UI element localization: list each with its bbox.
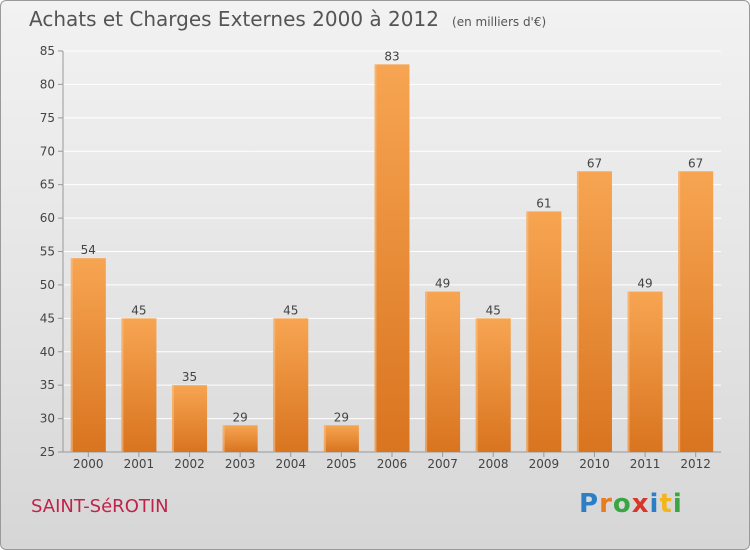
logo-letter: r (599, 489, 613, 519)
bar-highlight (678, 171, 681, 453)
y-tick-label: 30 (40, 412, 55, 426)
data-label: 45 (486, 303, 501, 317)
x-tick-label: 2008 (478, 457, 509, 471)
data-label: 29 (233, 410, 248, 424)
x-tick-label: 2001 (124, 457, 155, 471)
x-tick-label: 2007 (427, 457, 458, 471)
bar (425, 291, 461, 452)
data-label: 61 (536, 196, 551, 210)
x-tick-label: 2003 (225, 457, 256, 471)
bar-highlight (627, 291, 630, 452)
bar-highlight (374, 64, 377, 452)
bar-highlight (222, 425, 225, 452)
bar (475, 318, 511, 452)
logo-letter: t (659, 489, 673, 519)
bar (70, 258, 106, 452)
x-tick-label: 2000 (73, 457, 104, 471)
y-tick-label: 55 (40, 245, 55, 259)
bar (576, 171, 612, 453)
x-tick-label: 2006 (377, 457, 408, 471)
data-label: 45 (131, 303, 146, 317)
bar-highlight (70, 258, 73, 452)
data-label: 29 (334, 410, 349, 424)
labels: 25 30 35 40 45 50 55 60 65 70 75 80 85 54 2000 45 2001 35… (40, 44, 711, 471)
bar-highlight (425, 291, 428, 452)
x-tick-label: 2009 (529, 457, 560, 471)
place-name: SAINT-SéROTIN (31, 496, 169, 517)
bar (172, 385, 208, 452)
bar-highlight (172, 385, 175, 452)
y-tick-label: 85 (40, 44, 55, 58)
x-tick-label: 2011 (630, 457, 661, 471)
bar (323, 425, 359, 452)
logo-letter: o (612, 489, 632, 519)
data-label: 35 (182, 370, 197, 384)
bar (374, 64, 410, 452)
logo-letter: P (579, 489, 600, 519)
bars (70, 64, 714, 453)
y-tick-label: 80 (40, 77, 55, 91)
bar-highlight (576, 171, 579, 453)
bar (121, 318, 157, 452)
data-label: 67 (688, 156, 703, 170)
data-label: 83 (384, 49, 399, 63)
bar-highlight (121, 318, 124, 452)
bar (222, 425, 258, 452)
y-tick-label: 40 (40, 345, 55, 359)
bar-highlight (475, 318, 478, 452)
y-tick-label: 75 (40, 111, 55, 125)
x-tick-label: 2004 (275, 457, 306, 471)
data-label: 45 (283, 303, 298, 317)
logo-letter: i (672, 489, 683, 519)
bar-highlight (323, 425, 326, 452)
data-label: 49 (435, 277, 450, 291)
logo-letter: x (631, 489, 650, 519)
y-tick-label: 35 (40, 378, 55, 392)
chart-title: Achats et Charges Externes 2000 à 2012 (29, 7, 439, 31)
data-label: 54 (81, 243, 96, 257)
y-tick-label: 25 (40, 445, 55, 459)
chart-subtitle: (en milliers d'€) (452, 15, 547, 29)
y-tick-label: 60 (40, 211, 55, 225)
proxiti-logo: Proxiti (579, 489, 683, 519)
bar (627, 291, 663, 452)
bar-highlight (526, 211, 529, 452)
data-label: 49 (637, 277, 652, 291)
bar (526, 211, 562, 452)
bar-highlight (273, 318, 276, 452)
y-tick-label: 50 (40, 278, 55, 292)
bar (678, 171, 714, 453)
y-tick-label: 65 (40, 178, 55, 192)
chart-title-block: Achats et Charges Externes 2000 à 2012 (… (29, 7, 546, 31)
y-tick-label: 70 (40, 144, 55, 158)
y-tick-label: 45 (40, 311, 55, 325)
bar (273, 318, 309, 452)
x-tick-label: 2002 (174, 457, 205, 471)
x-tick-label: 2012 (680, 457, 711, 471)
data-label: 67 (587, 156, 602, 170)
x-tick-label: 2010 (579, 457, 610, 471)
x-tick-label: 2005 (326, 457, 357, 471)
logo-letter: i (649, 489, 660, 519)
